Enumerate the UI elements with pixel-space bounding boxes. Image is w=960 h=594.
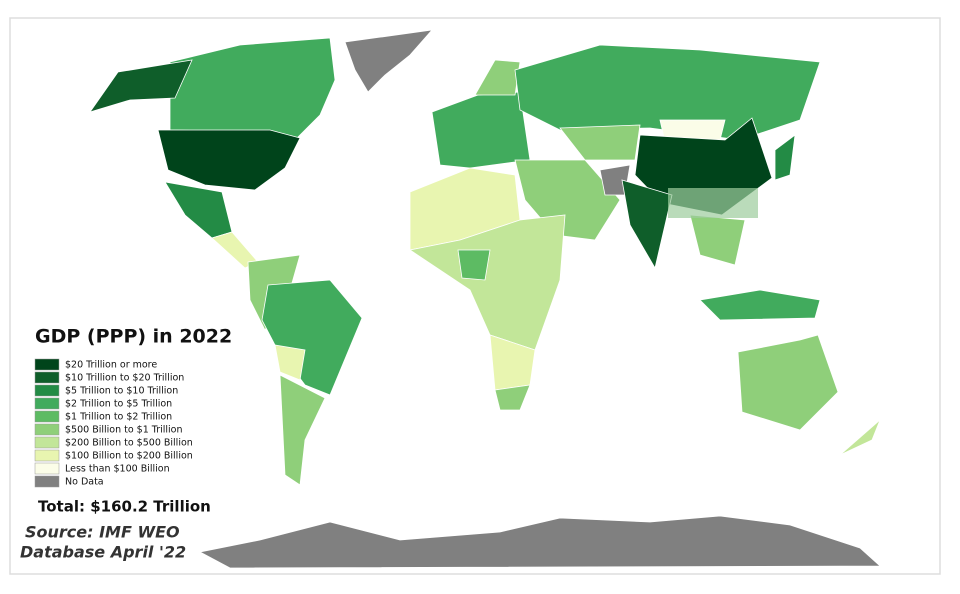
legend-swatch [34, 410, 60, 423]
kazakhstan [559, 124, 641, 161]
legend-label: No Data [65, 477, 104, 488]
new-zealand [839, 419, 881, 456]
legend-swatch [34, 371, 60, 384]
greenland [344, 29, 434, 93]
southeast-asia [689, 214, 746, 266]
middle-east [514, 159, 621, 241]
india [621, 179, 673, 270]
legend-label: $10 Trillion to $20 Trillion [65, 373, 184, 384]
legend-label: $5 Trillion to $10 Trillion [65, 386, 178, 397]
bolivia [274, 344, 306, 381]
legend-swatch [34, 358, 60, 371]
brazil [261, 279, 363, 396]
legend-label: $1 Trillion to $2 Trillion [65, 412, 172, 423]
legend-swatch [34, 423, 60, 436]
japan [774, 134, 796, 181]
source-line: Source: IMF WEO [25, 523, 180, 542]
legend-swatch [34, 449, 60, 462]
legend-swatch [34, 397, 60, 410]
legend-label: $2 Trillion to $5 Trillion [65, 399, 172, 410]
scandinavia [474, 59, 521, 96]
legend: $20 Trillion or more $10 Trillion to $20 … [34, 358, 193, 488]
total: Total: $160.2 Trillion [38, 498, 211, 516]
south-africa [494, 384, 531, 411]
legend-label: $200 Billion to $500 Billion [65, 438, 193, 449]
world-map [89, 29, 882, 569]
legend-swatch [34, 475, 60, 488]
legend-title: GDP (PPP) in 2022 [35, 326, 232, 348]
legend-label: $500 Billion to $1 Trillion [65, 425, 183, 436]
africa-central [408, 214, 566, 351]
usa [157, 129, 301, 191]
pixelated-area [668, 188, 758, 218]
legend-label: Less than $100 Billion [65, 464, 170, 475]
legend-swatch [34, 384, 60, 397]
source-line: Database April '22 [20, 543, 186, 562]
argentina [279, 374, 326, 486]
legend-swatch [34, 436, 60, 449]
indonesia [699, 289, 821, 321]
australia [737, 334, 839, 431]
alaska [89, 59, 193, 113]
legend-label: $100 Billion to $200 Billion [65, 451, 193, 462]
antarctica [198, 515, 882, 569]
russia [514, 44, 821, 141]
legend-label: $20 Trillion or more [65, 360, 157, 371]
nigeria [457, 249, 491, 281]
legend-swatch [34, 462, 60, 475]
